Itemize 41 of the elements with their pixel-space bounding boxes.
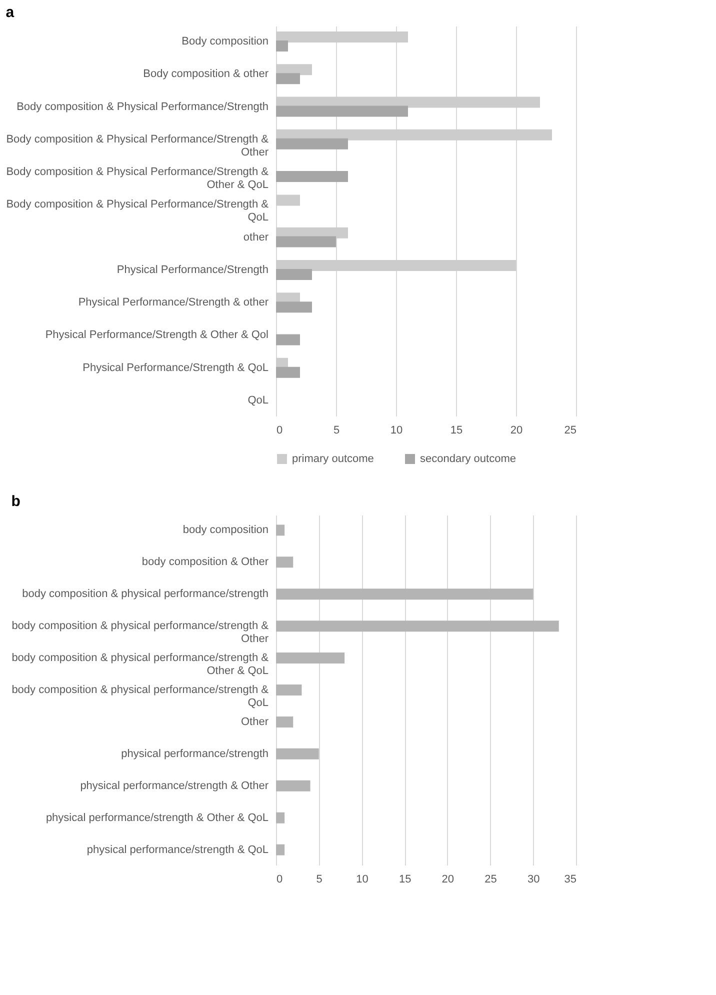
y-tick-label: body composition — [182, 524, 268, 536]
x-tick-label: 5 — [316, 874, 322, 886]
y-tick-label: Physical Performance/Strength & Other & Qol — [45, 329, 268, 342]
x-tick-label: 0 — [276, 874, 283, 886]
y-tick-label: body composition & physical performance/strength & Other — [12, 620, 270, 646]
y-tick-label: Physical Performance/Strength & QoL — [82, 362, 268, 374]
y-tick-label: physical performance/strength & Other — [80, 780, 269, 792]
x-tick-label: 35 — [564, 874, 576, 886]
x-tick-label: 25 — [564, 424, 576, 436]
legend-label: secondary outcome — [420, 453, 516, 465]
x-tick-label: 30 — [528, 874, 540, 886]
y-tick-label: physical performance/strength & Other & QoL — [46, 812, 268, 824]
y-tick-label: body composition & physical performance/strength & Other & QoL — [12, 652, 270, 678]
y-tick-label: physical performance/strength — [121, 748, 268, 760]
text: b — [11, 493, 20, 510]
y-tick-label: body composition & physical performance/strength — [22, 588, 268, 600]
x-tick-label: 0 — [276, 424, 283, 436]
y-tick-label: Body composition & Physical Performance/Strength — [16, 100, 268, 113]
x-tick-label: 10 — [390, 424, 403, 436]
y-tick-label: Other — [240, 716, 269, 728]
text: a — [6, 4, 15, 21]
x-tick-label: 20 — [442, 874, 454, 886]
y-tick-label: Body composition & other — [143, 68, 269, 80]
y-tick-label: body composition & Other — [142, 556, 269, 568]
y-tick-label: Physical Performance/Strength & other — [78, 296, 269, 309]
legend-label: primary outcome — [292, 453, 374, 465]
x-tick-label: 25 — [484, 874, 497, 886]
y-tick-label: other — [243, 231, 269, 244]
y-tick-label: Body composition & Physical Performance/Strength & Other & QoL — [6, 166, 270, 192]
x-tick-label: 5 — [333, 424, 340, 436]
y-tick-label: body composition & physical performance/strength & QoL — [12, 684, 270, 709]
y-tick-label: Body composition — [182, 36, 268, 48]
x-tick-label: 10 — [356, 874, 368, 886]
x-tick-label: 20 — [510, 424, 523, 436]
y-tick-label: Physical Performance/Strength — [116, 264, 268, 276]
x-tick-label: 15 — [450, 424, 463, 436]
y-tick-label: Body composition & Physical Performance/Strength & Other — [6, 133, 270, 158]
x-tick-label: 15 — [398, 874, 412, 886]
y-tick-label: QoL — [248, 394, 268, 406]
y-tick-label: physical performance/strength & QoL — [86, 844, 268, 856]
y-tick-label: Body composition & Physical Performance/Strength & QoL — [6, 198, 270, 224]
